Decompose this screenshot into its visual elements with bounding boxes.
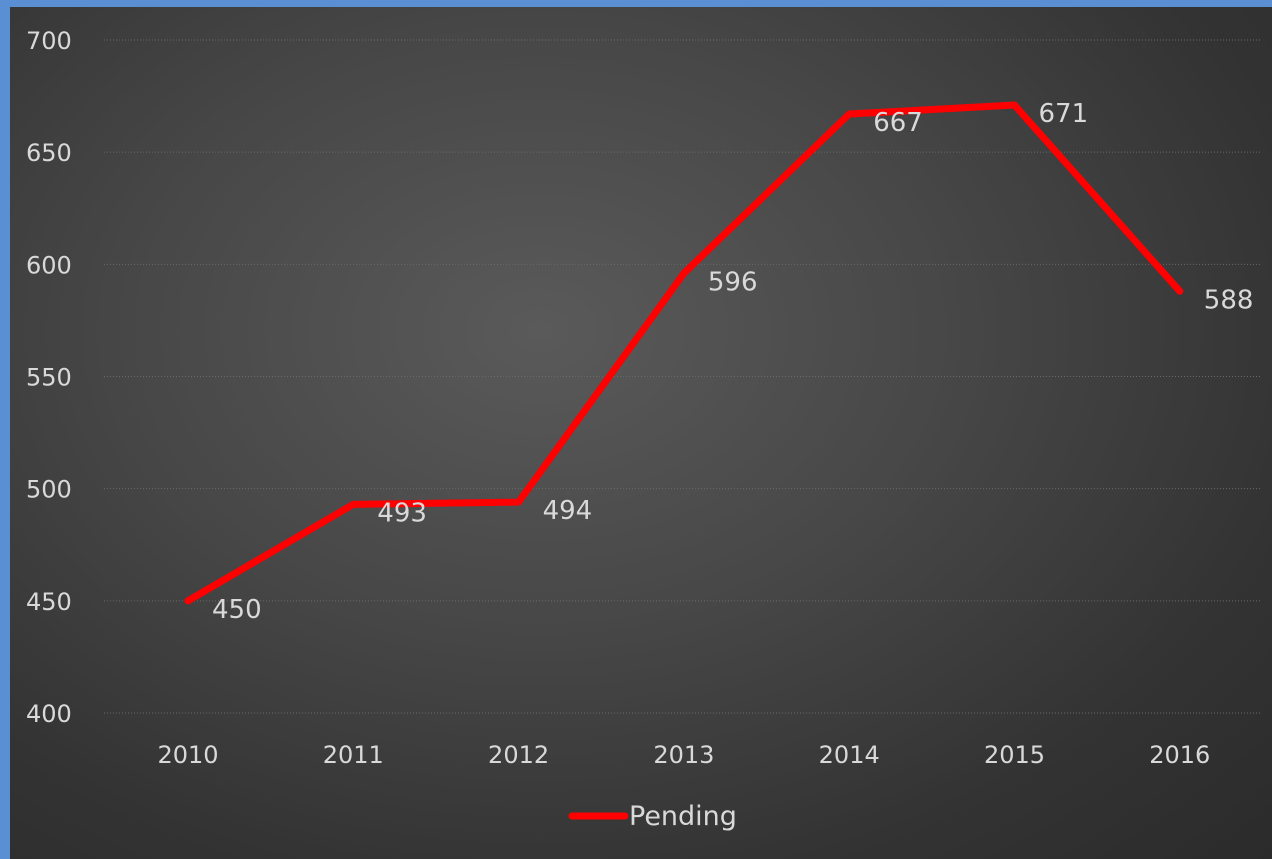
x-tick-label: 2014: [819, 741, 880, 769]
y-tick-label: 450: [26, 588, 72, 616]
y-tick-label: 550: [26, 364, 72, 392]
data-label: 494: [543, 496, 593, 526]
x-tick-label: 2013: [653, 741, 714, 769]
data-labels: 450 493 494 596 667 671 588: [212, 99, 1253, 625]
data-point: [1011, 102, 1018, 109]
x-tick-label: 2010: [157, 741, 218, 769]
x-tick-label: 2015: [984, 741, 1045, 769]
x-tick-label: 2011: [323, 741, 384, 769]
data-point: [350, 501, 357, 508]
data-label: 596: [708, 267, 758, 297]
data-label: 588: [1204, 285, 1254, 315]
x-tick-label: 2012: [488, 741, 549, 769]
x-tick-label: 2016: [1149, 741, 1210, 769]
data-point: [1176, 288, 1183, 295]
chart-area: 400 450 500 550 600 650 700 2010 2011 2012 2013 20…: [10, 7, 1272, 859]
gridlines: [104, 39, 1260, 714]
data-point: [185, 597, 191, 604]
series-layer: [184, 101, 1184, 605]
data-label: 667: [873, 108, 923, 138]
data-point: [680, 270, 687, 277]
legend-label-pending: Pending: [629, 801, 737, 832]
y-tick-label: 700: [26, 27, 72, 55]
y-tick-label: 600: [26, 251, 72, 279]
data-point: [515, 499, 522, 506]
y-tick-label: 650: [26, 139, 72, 167]
data-label: 671: [1039, 99, 1089, 129]
y-tick-label: 500: [26, 476, 72, 504]
data-label: 450: [212, 595, 262, 625]
legend: Pending: [568, 801, 737, 832]
y-tick-label: 400: [26, 700, 72, 728]
x-axis-ticks: 2010 2011 2012 2013 2014 2015 2016: [157, 741, 1210, 769]
data-point: [846, 111, 853, 118]
series-line-pending: [184, 101, 1184, 605]
y-axis-ticks: 400 450 500 550 600 650 700: [26, 27, 72, 728]
data-label: 493: [377, 498, 427, 528]
